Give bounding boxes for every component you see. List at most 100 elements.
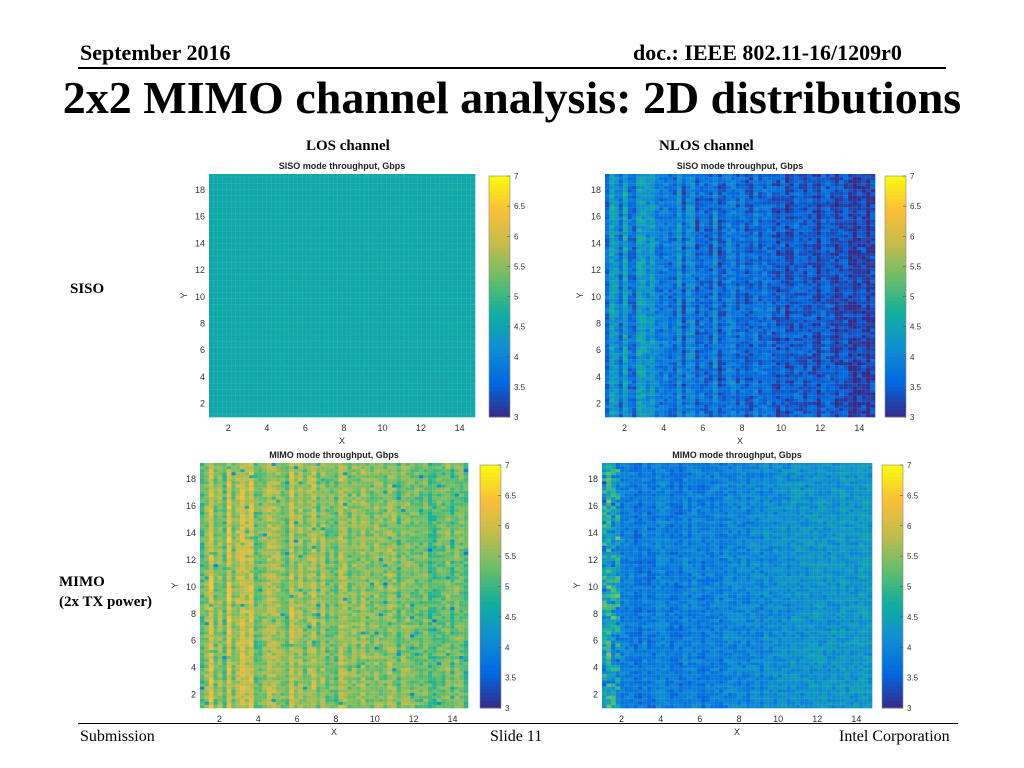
heatmap-cell [360, 338, 365, 341]
heatmap-cell [377, 226, 382, 229]
heatmap-cell [338, 238, 343, 241]
heatmap-cell [377, 280, 382, 283]
heatmap-cell [271, 408, 276, 411]
heatmap-cell [262, 277, 267, 280]
heatmap-cell [213, 305, 218, 308]
heatmap-cell [293, 390, 298, 393]
heatmap-cell [267, 238, 272, 241]
chart-title: SISO mode throughput, Gbps [279, 161, 406, 171]
heatmap-cell [333, 378, 338, 381]
heatmap-cell [280, 335, 285, 338]
heatmap-cell [267, 371, 272, 374]
heatmap-cell [284, 399, 289, 402]
heatmap-cell [276, 226, 281, 229]
heatmap-cell [276, 384, 281, 387]
heatmap-cell [377, 302, 382, 305]
heatmap-cell [355, 311, 360, 314]
heatmap-cell [360, 177, 365, 180]
heatmap-cell [218, 399, 223, 402]
heatmap-cell [302, 323, 307, 326]
heatmap-cell [222, 244, 227, 247]
heatmap-cell [342, 195, 347, 198]
heatmap-cell [355, 286, 360, 289]
heatmap-cell [267, 195, 272, 198]
heatmap-cell [267, 335, 272, 338]
heatmap-cell [364, 335, 369, 338]
heatmap-cell [231, 329, 236, 332]
heatmap-cell [377, 359, 382, 362]
heatmap-cell [342, 177, 347, 180]
heatmap-cell [236, 256, 241, 259]
heatmap-cell [320, 277, 325, 280]
heatmap-cell [333, 302, 338, 305]
heatmap-cell [355, 274, 360, 277]
heatmap-cell [342, 302, 347, 305]
heatmap-cell [329, 335, 334, 338]
heatmap-cell [373, 262, 378, 265]
heatmap-cell [249, 338, 254, 341]
heatmap-cell [289, 201, 294, 204]
heatmap-cell [271, 402, 276, 405]
heatmap-cell [280, 365, 285, 368]
heatmap-cell [307, 402, 312, 405]
heatmap-cell [289, 241, 294, 244]
heatmap-cell [258, 220, 263, 223]
heatmap-cell [289, 226, 294, 229]
heatmap-cell [293, 201, 298, 204]
heatmap-cell [244, 195, 249, 198]
heatmap-cell [315, 207, 320, 210]
heatmap-cell [311, 323, 316, 326]
heatmap-cell [213, 207, 218, 210]
heatmap-cell [302, 408, 307, 411]
heatmap-cell [222, 365, 227, 368]
heatmap-cell [364, 189, 369, 192]
heatmap-cell [333, 384, 338, 387]
heatmap-cell [213, 396, 218, 399]
heatmap-cell [320, 292, 325, 295]
heatmap-cell [324, 280, 329, 283]
heatmap-cell [342, 226, 347, 229]
heatmap-cell [364, 317, 369, 320]
heatmap-cell [360, 408, 365, 411]
heatmap-cell [227, 286, 232, 289]
heatmap-cell [369, 292, 374, 295]
heatmap-cell [342, 232, 347, 235]
heatmap-cell [320, 256, 325, 259]
heatmap-cell [262, 390, 267, 393]
heatmap-cell [338, 286, 343, 289]
heatmap-cell [311, 338, 316, 341]
heatmap-cell [231, 365, 236, 368]
heatmap-cell [244, 232, 249, 235]
heatmap-cell [249, 414, 254, 417]
heatmap-cell [240, 280, 245, 283]
heatmap-cell [302, 192, 307, 195]
heatmap-cell [298, 183, 303, 186]
heatmap-cell [346, 207, 351, 210]
heatmap-cell [351, 317, 356, 320]
heatmap-cell [227, 399, 232, 402]
heatmap-cell [227, 244, 232, 247]
heatmap-cell [342, 299, 347, 302]
heatmap-cell [244, 311, 249, 314]
heatmap-cell [249, 292, 254, 295]
heatmap-cell [240, 414, 245, 417]
heatmap-cell [373, 396, 378, 399]
heatmap-cell [302, 277, 307, 280]
heatmap-cell [364, 238, 369, 241]
heatmap-cell [213, 299, 218, 302]
heatmap-cell [302, 302, 307, 305]
heatmap-cell [320, 408, 325, 411]
heatmap-cell [253, 338, 258, 341]
heatmap-cell [373, 195, 378, 198]
heatmap-cell [213, 189, 218, 192]
heatmap-cell [329, 371, 334, 374]
heatmap-cell [342, 390, 347, 393]
heatmap-cell [364, 274, 369, 277]
heatmap-cell [284, 177, 289, 180]
heatmap-cell [258, 180, 263, 183]
heatmap-cell [262, 238, 267, 241]
heatmap-cell [311, 256, 316, 259]
heatmap-cell [369, 311, 374, 314]
heatmap-cell [267, 220, 272, 223]
heatmap-cell [262, 244, 267, 247]
